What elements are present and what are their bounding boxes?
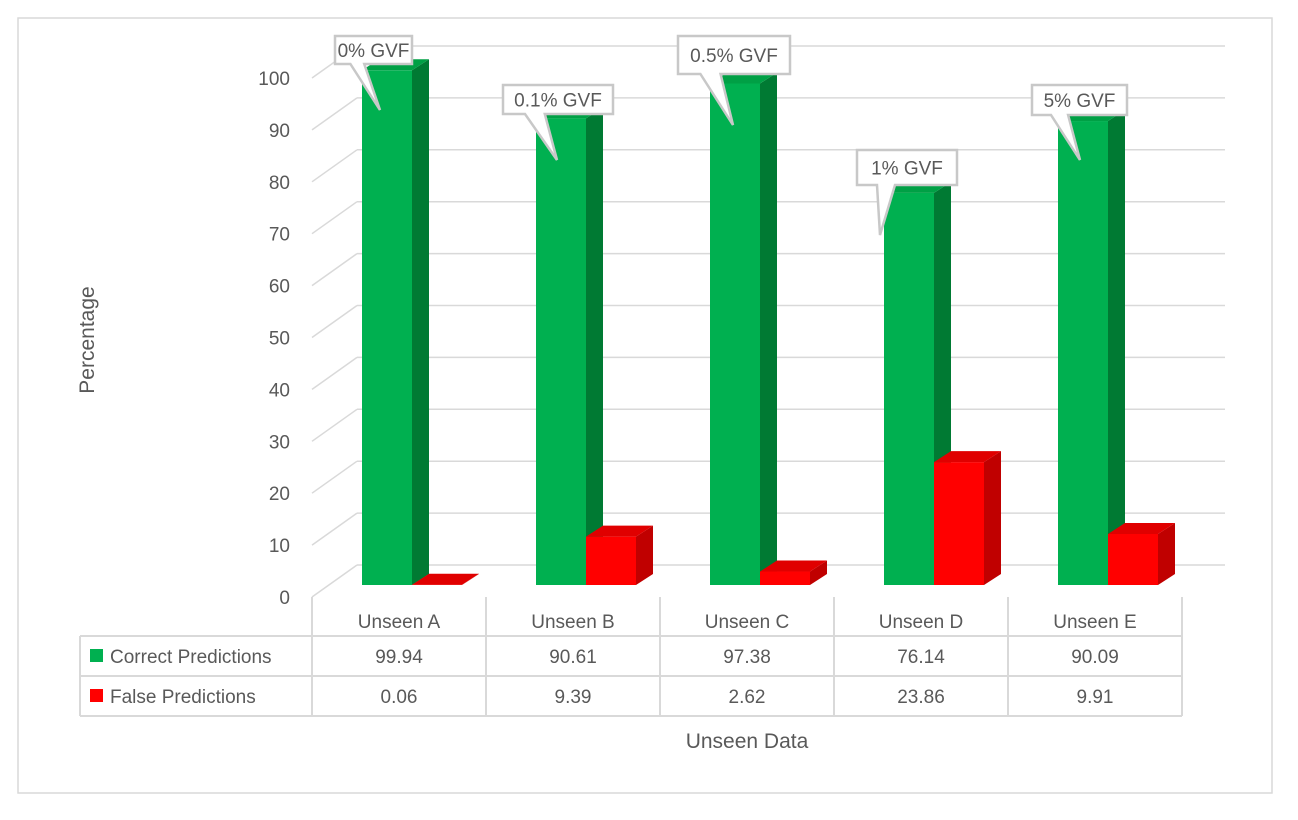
legend-swatch	[90, 689, 103, 702]
y-tick-label: 70	[269, 225, 290, 246]
y-tick-label: 30	[269, 432, 290, 453]
y-axis-title: Percentage	[76, 286, 99, 393]
data-table-cell: 76.14	[897, 647, 945, 668]
x-axis-title: Unseen Data	[686, 730, 809, 753]
legend-swatch	[90, 649, 103, 662]
x-tick-label: Unseen E	[1053, 612, 1136, 633]
bar-false-4	[1108, 523, 1175, 585]
y-tick-label: 40	[269, 380, 290, 401]
data-table-cell: 2.62	[729, 687, 766, 708]
svg-text:1% GVF: 1% GVF	[871, 159, 943, 180]
bar-correct-1	[536, 107, 603, 585]
svg-text:0.1% GVF: 0.1% GVF	[514, 91, 602, 112]
data-table-cell: 90.09	[1071, 647, 1119, 668]
svg-text:0.5% GVF: 0.5% GVF	[690, 46, 778, 67]
y-tick-label: 20	[269, 484, 290, 505]
data-table-cell: 90.61	[549, 647, 597, 668]
bar-correct-4	[1058, 110, 1125, 585]
data-table-cell: 0.06	[381, 687, 418, 708]
bar-correct-2	[710, 72, 777, 585]
x-tick-label: Unseen B	[531, 612, 614, 633]
y-tick-label: 60	[269, 277, 290, 298]
data-table-cell: 9.39	[555, 687, 592, 708]
y-tick-label: 100	[258, 69, 290, 90]
data-table-cell: 97.38	[723, 647, 771, 668]
data-table-cell: 23.86	[897, 687, 945, 708]
y-tick-label: 90	[269, 121, 290, 142]
bar-correct-0	[362, 59, 429, 585]
bar-false-1	[586, 526, 653, 585]
y-tick-label: 10	[269, 536, 290, 557]
legend-label: False Predictions	[110, 687, 256, 708]
legend-label: Correct Predictions	[110, 647, 272, 668]
x-tick-label: Unseen D	[879, 612, 964, 633]
y-tick-label: 0	[279, 588, 290, 609]
data-table-cell: 9.91	[1077, 687, 1114, 708]
svg-text:0% GVF: 0% GVF	[338, 41, 410, 62]
svg-text:5% GVF: 5% GVF	[1044, 91, 1116, 112]
y-tick-label: 50	[269, 329, 290, 350]
x-tick-label: Unseen A	[358, 612, 441, 633]
bar-false-3	[934, 451, 1001, 585]
y-tick-label: 80	[269, 173, 290, 194]
x-tick-label: Unseen C	[705, 612, 790, 633]
data-table-cell: 99.94	[375, 647, 423, 668]
